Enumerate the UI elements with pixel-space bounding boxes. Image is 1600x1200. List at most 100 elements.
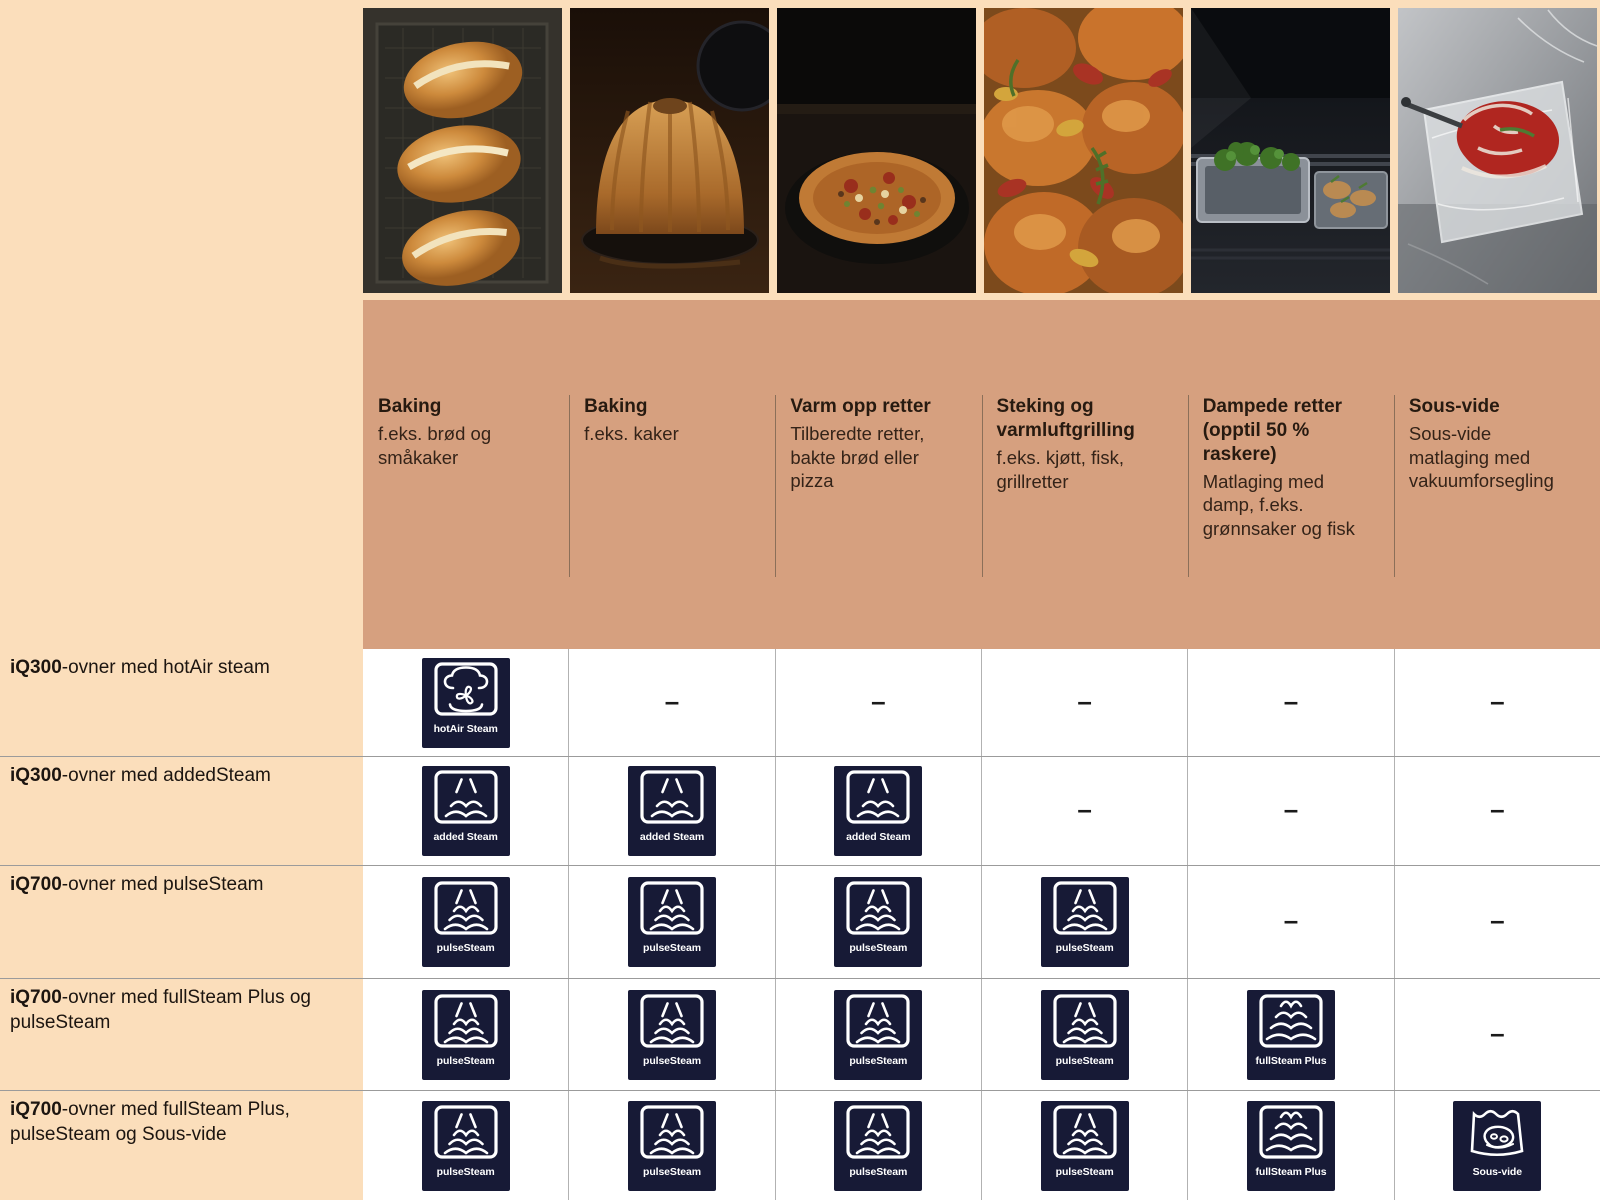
oven-series: iQ300 bbox=[10, 765, 62, 786]
badge-label: fullSteam Plus bbox=[1255, 1054, 1327, 1067]
badge-label: pulseSteam bbox=[643, 1165, 701, 1178]
added-steam-badge: added Steam bbox=[834, 766, 923, 856]
badge-label: pulseSteam bbox=[436, 1054, 495, 1067]
badge-label: pulseSteam bbox=[643, 942, 701, 954]
table-cell: pulseSteam bbox=[980, 866, 1188, 978]
table-cell: – bbox=[568, 649, 775, 756]
pulse-icon bbox=[846, 993, 910, 1048]
pulse-steam-badge: pulseSteam bbox=[834, 989, 923, 1080]
added-steam-badge: added Steam bbox=[627, 766, 716, 856]
table-cell: fullSteam Plus bbox=[1187, 979, 1394, 1090]
sousvide-icon bbox=[1470, 1109, 1524, 1156]
photo-strip bbox=[363, 8, 1597, 293]
oven-comparison-table: iQ300-ovner med hotAir steam hotAir Steam… bbox=[0, 649, 1600, 1200]
roast-chicken-vegetables-photo bbox=[984, 8, 1183, 293]
table-cell: – bbox=[1393, 979, 1600, 1090]
table-row-2: iQ300-ovner med addedSteam added Steam add… bbox=[0, 756, 1600, 865]
pulse-icon bbox=[846, 1104, 910, 1159]
header-column-6: Sous-vide Sous-vide matlaging med vakuumf… bbox=[1393, 300, 1600, 649]
oven-description: -ovner med addedSteam bbox=[61, 765, 271, 786]
steam-oven-trays-photo bbox=[1191, 8, 1390, 293]
table-cell: hotAir Steam bbox=[363, 649, 569, 756]
pulse-steam-badge: pulseSteam bbox=[1040, 1100, 1129, 1191]
column-title: Steking og varmluftgrilling bbox=[996, 396, 1135, 441]
table-cell: – bbox=[1393, 757, 1600, 865]
column-header-band: Baking f.eks. brød og småkaker Baking f.eks… bbox=[363, 300, 1600, 649]
table-cell: – bbox=[1187, 649, 1394, 756]
table-cell: added Steam bbox=[568, 757, 775, 865]
table-cell: pulseSteam bbox=[774, 1091, 981, 1200]
badge-label: pulseSteam bbox=[849, 942, 908, 954]
row-cells: pulseSteam pulseSteam pulseSteam pulseSteam… bbox=[363, 866, 1600, 978]
pizza-in-oven-photo bbox=[777, 8, 976, 293]
pulse-steam-badge: pulseSteam bbox=[1040, 989, 1129, 1080]
column-title: Dampede retter (opptil 50 % raskere) bbox=[1202, 396, 1343, 465]
table-cell: pulseSteam bbox=[774, 866, 981, 978]
column-desc: Tilberedte retter, bakte brød eller pizz… bbox=[790, 422, 925, 492]
table-cell: – bbox=[1187, 866, 1394, 978]
column-desc: f.eks. brød og småkaker bbox=[378, 422, 492, 468]
pulse-icon bbox=[846, 881, 910, 935]
table-cell: pulseSteam bbox=[363, 866, 569, 978]
full-steam-badge: fullSteam Plus bbox=[1246, 989, 1335, 1080]
table-cell: pulseSteam bbox=[568, 979, 775, 1090]
table-cell: pulseSteam bbox=[363, 1091, 569, 1200]
row-label: iQ700-ovner med fullSteam Plus, pulseSte… bbox=[0, 1091, 363, 1200]
badge-label: added Steam bbox=[639, 831, 705, 843]
badge-label: pulseSteam bbox=[1055, 1054, 1114, 1067]
badge-label: hotAir Steam bbox=[433, 722, 498, 735]
pulse-icon bbox=[434, 993, 498, 1048]
badge-label: pulseSteam bbox=[436, 1165, 495, 1178]
pulse-icon bbox=[640, 1104, 704, 1159]
not-available-dash: – bbox=[1077, 794, 1092, 824]
added-icon bbox=[434, 770, 498, 824]
badge-label: pulseSteam bbox=[436, 942, 495, 954]
sousvide-steam-badge: Sous-vide bbox=[1453, 1100, 1542, 1191]
table-row-5: iQ700-ovner med fullSteam Plus, pulseSte… bbox=[0, 1090, 1600, 1200]
vacuum-sealed-steak-photo bbox=[1398, 8, 1597, 293]
oven-series: iQ700 bbox=[10, 987, 62, 1008]
table-cell: fullSteam Plus bbox=[1187, 1091, 1394, 1200]
oven-series: iQ300 bbox=[10, 657, 62, 678]
full-steam-badge: fullSteam Plus bbox=[1246, 1100, 1335, 1191]
oven-description: -ovner med fullSteam Plus og pulseSteam bbox=[10, 987, 311, 1033]
header-column-2: Baking f.eks. kaker bbox=[569, 300, 775, 649]
pulse-icon bbox=[1053, 993, 1117, 1048]
table-cell: pulseSteam bbox=[568, 866, 775, 978]
header-column-5: Dampede retter (opptil 50 % raskere) Matl… bbox=[1187, 300, 1394, 649]
bundt-cake-photo bbox=[570, 8, 769, 293]
not-available-dash: – bbox=[1490, 685, 1505, 716]
row-cells: pulseSteam pulseSteam pulseSteam pulseSteam… bbox=[363, 979, 1600, 1090]
column-divider bbox=[569, 395, 571, 577]
pulse-icon bbox=[640, 881, 704, 935]
column-desc: f.eks. kaker bbox=[584, 422, 679, 444]
column-desc: Sous-vide matlaging med vakuumforsegling bbox=[1408, 422, 1554, 492]
header-column-1: Baking f.eks. brød og småkaker bbox=[363, 300, 569, 649]
table-cell: Sous-vide bbox=[1393, 1091, 1600, 1200]
added-icon bbox=[846, 770, 910, 824]
table-cell: pulseSteam bbox=[774, 979, 981, 1090]
badge-label: pulseSteam bbox=[1055, 942, 1114, 954]
badge-label: Sous-vide bbox=[1472, 1165, 1522, 1178]
badge-label: added Steam bbox=[846, 831, 911, 843]
table-row-3: iQ700-ovner med pulseSteam pulseSteam puls… bbox=[0, 865, 1600, 978]
not-available-dash: – bbox=[1490, 905, 1505, 935]
row-label: iQ700-ovner med pulseSteam bbox=[0, 866, 363, 978]
pulse-icon bbox=[640, 993, 704, 1048]
oven-description: -ovner med fullSteam Plus, pulseSteam og… bbox=[10, 1099, 290, 1145]
column-divider bbox=[981, 395, 983, 577]
pulse-steam-badge: pulseSteam bbox=[627, 989, 716, 1080]
column-divider bbox=[1187, 395, 1189, 577]
table-cell: pulseSteam bbox=[980, 979, 1188, 1090]
column-desc: Matlaging med damp, f.eks. grønnsaker og… bbox=[1202, 470, 1355, 540]
row-cells: added Steam added Steam added Steam – – – bbox=[363, 757, 1600, 865]
row-label: iQ300-ovner med addedSteam bbox=[0, 757, 363, 865]
table-cell: – bbox=[1393, 649, 1600, 756]
pulse-steam-badge: pulseSteam bbox=[627, 877, 716, 967]
badge-label: added Steam bbox=[433, 831, 498, 843]
pulse-steam-badge: pulseSteam bbox=[1040, 877, 1129, 967]
table-cell: pulseSteam bbox=[363, 979, 569, 1090]
not-available-dash: – bbox=[1077, 685, 1092, 716]
table-row-1: iQ300-ovner med hotAir steam hotAir Steam… bbox=[0, 649, 1600, 756]
